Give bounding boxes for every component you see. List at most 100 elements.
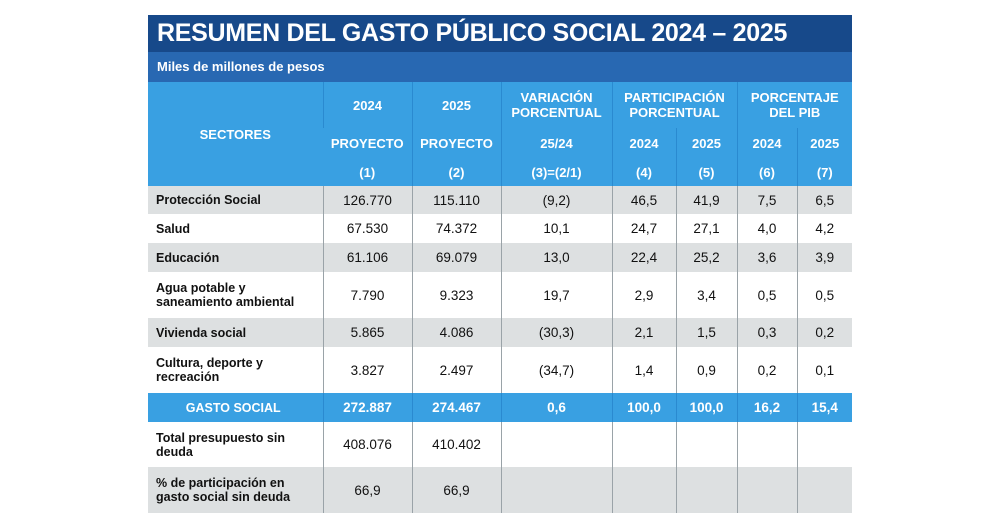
header-cell: PROYECTO — [411, 128, 501, 158]
table-body: Protección Social 126.770 115.110 (9,2) 46,5… — [148, 186, 853, 513]
header-cell: 25/24 — [500, 128, 612, 158]
value-cell: 0,2 — [736, 347, 797, 393]
value-cell: 3.827 — [322, 347, 412, 393]
empty-cell — [611, 422, 676, 467]
value-cell: 100,0 — [611, 393, 676, 422]
sector-cell: Total presupuesto sin deuda — [148, 422, 323, 467]
empty-cell — [675, 422, 737, 467]
table-card: RESUMEN DEL GASTO PÚBLICO SOCIAL 2024 – … — [148, 15, 853, 513]
header-cell: (4) — [611, 158, 676, 186]
value-cell: 74.372 — [411, 214, 501, 243]
value-cell: 1,5 — [675, 318, 737, 347]
header-cell: (1) — [323, 158, 412, 186]
value-cell: 0,6 — [500, 393, 612, 422]
value-cell: 410.402 — [411, 422, 501, 467]
value-cell: 274.467 — [411, 393, 501, 422]
value-cell: 19,7 — [500, 272, 612, 318]
table-header: SECTORES 2024 2025 VARIACIÓN PORCENTUAL … — [148, 82, 853, 186]
value-cell: 61.106 — [322, 243, 412, 272]
table: SECTORES 2024 2025 VARIACIÓN PORCENTUAL … — [148, 82, 853, 513]
table-row: Cultura, deporte y recreación 3.827 2.497(… — [148, 347, 853, 393]
table-row: Agua potable y saneamiento ambiental 7.79… — [148, 272, 853, 318]
empty-cell — [500, 467, 612, 513]
value-cell: 4.086 — [411, 318, 501, 347]
value-cell: 27,1 — [675, 214, 737, 243]
value-cell: 1,4 — [611, 347, 676, 393]
value-cell: 2,9 — [611, 272, 676, 318]
value-cell: 6,5 — [796, 186, 853, 214]
header-cell: VARIACIÓN PORCENTUAL — [500, 82, 612, 128]
header-cell: (6) — [736, 158, 797, 186]
header-cell: (5) — [675, 158, 737, 186]
header-cell: (2) — [411, 158, 501, 186]
empty-cell — [500, 422, 612, 467]
sector-cell: GASTO SOCIAL — [148, 393, 323, 422]
header-cell: 2024 — [611, 128, 676, 158]
value-cell: 5.865 — [322, 318, 412, 347]
empty-cell — [736, 467, 797, 513]
sector-cell: Agua potable y saneamiento ambiental — [148, 272, 323, 318]
value-cell: 3,4 — [675, 272, 737, 318]
empty-cell — [796, 422, 853, 467]
value-cell: 115.110 — [411, 186, 501, 214]
value-cell: 0,1 — [796, 347, 853, 393]
value-cell: 41,9 — [675, 186, 737, 214]
value-cell: 0,5 — [796, 272, 853, 318]
value-cell: 0,5 — [736, 272, 797, 318]
value-cell: 0,9 — [675, 347, 737, 393]
header-cell: (3)=(2/1) — [500, 158, 612, 186]
value-cell: 24,7 — [611, 214, 676, 243]
header-cell: SECTORES — [148, 82, 323, 186]
value-cell: 25,2 — [675, 243, 737, 272]
value-cell: (34,7) — [500, 347, 612, 393]
value-cell: 10,1 — [500, 214, 612, 243]
header-cell: PARTICIPACIÓN PORCENTUAL — [611, 82, 737, 128]
header-cell: 2025 — [796, 128, 853, 158]
value-cell: 0,2 — [796, 318, 853, 347]
header-cell: 2025 — [675, 128, 737, 158]
value-cell: 272.887 — [322, 393, 412, 422]
value-cell: 16,2 — [736, 393, 797, 422]
value-cell: 67.530 — [322, 214, 412, 243]
empty-cell — [611, 467, 676, 513]
value-cell: 4,0 — [736, 214, 797, 243]
sector-cell: Vivienda social — [148, 318, 323, 347]
title: RESUMEN DEL GASTO PÚBLICO SOCIAL 2024 – … — [148, 15, 852, 52]
value-cell: 126.770 — [322, 186, 412, 214]
value-cell: 7,5 — [736, 186, 797, 214]
header-cell: 2025 — [411, 82, 501, 128]
sector-cell: % de participación en gasto social sin d… — [148, 467, 323, 513]
table-row: Total presupuesto sin deuda 408.076 410.40… — [148, 422, 853, 467]
value-cell: (9,2) — [500, 186, 612, 214]
header-cell: (7) — [796, 158, 853, 186]
subtitle: Miles de millones de pesos — [148, 52, 852, 82]
value-cell: 3,6 — [736, 243, 797, 272]
value-cell: 46,5 — [611, 186, 676, 214]
sector-cell: Cultura, deporte y recreación — [148, 347, 323, 393]
table-row: Vivienda social 5.865 4.086 (30,3) 2,1 1,5 0,3… — [148, 318, 853, 347]
value-cell: 66,9 — [411, 467, 501, 513]
value-cell: 100,0 — [675, 393, 737, 422]
sector-cell: Educación — [148, 243, 323, 272]
value-cell: 2.497 — [411, 347, 501, 393]
value-cell: 4,2 — [796, 214, 853, 243]
header-cell: PORCENTAJE DEL PIB — [736, 82, 853, 128]
value-cell: 66,9 — [322, 467, 412, 513]
table-row: GASTO SOCIAL 272.887 274.467 0,6 100,0 100,0 1… — [148, 393, 853, 422]
sector-cell: Protección Social — [148, 186, 323, 214]
header-cell: 2024 — [736, 128, 797, 158]
value-cell: 15,4 — [796, 393, 853, 422]
value-cell: 2,1 — [611, 318, 676, 347]
value-cell: 69.079 — [411, 243, 501, 272]
table-row: Salud 67.530 74.372 10,1 24,7 27,1 4,0 4,2 — [148, 214, 853, 243]
value-cell: 22,4 — [611, 243, 676, 272]
sector-cell: Salud — [148, 214, 323, 243]
value-cell: 0,3 — [736, 318, 797, 347]
value-cell: 13,0 — [500, 243, 612, 272]
table-row: Educación 61.106 69.079 13,0 22,4 25,2 3,6 3,9 — [148, 243, 853, 272]
empty-cell — [736, 422, 797, 467]
table-row: Protección Social 126.770 115.110 (9,2) 46,5… — [148, 186, 853, 214]
header-cell: PROYECTO — [323, 128, 412, 158]
table-row: % de participación en gasto social sin d… — [148, 467, 853, 513]
